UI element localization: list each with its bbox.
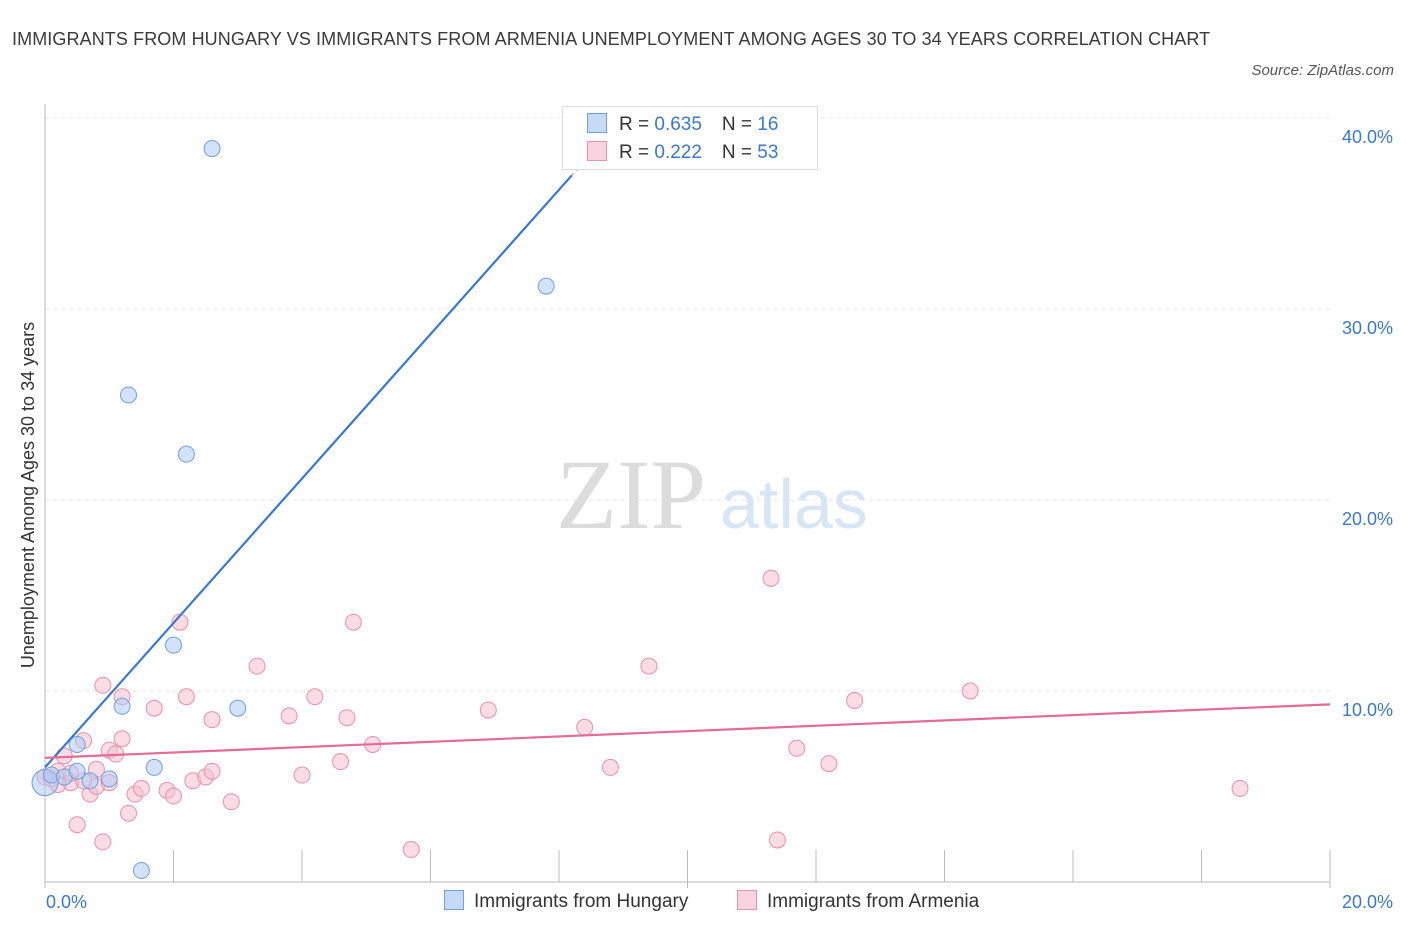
armenia-point [280, 707, 298, 725]
armenia-point [846, 692, 864, 710]
watermark-atlas: atlas [720, 465, 868, 543]
armenia-point [344, 613, 362, 631]
armenia-point [203, 762, 221, 780]
armenia-point [576, 718, 594, 736]
hungary-trend-line [44, 174, 573, 769]
y-axis-label: Unemployment Among Ages 30 to 34 years [18, 322, 38, 668]
hungary-point [177, 445, 195, 463]
hungary-n-label: N = [721, 114, 758, 135]
armenia-point [177, 688, 195, 706]
armenia-point [762, 569, 780, 587]
armenia-legend-swatch [737, 890, 757, 910]
armenia-point [113, 730, 131, 748]
armenia-point [306, 688, 324, 706]
armenia-point [1231, 779, 1249, 797]
armenia-legend-label: Immigrants from Armenia [767, 891, 980, 912]
armenia-swatch [587, 141, 607, 161]
hungary-point [113, 697, 131, 715]
axes [44, 104, 1331, 888]
hungary-point [229, 699, 247, 717]
armenia-point [640, 657, 658, 675]
armenia-point [961, 682, 979, 700]
armenia-n-value: 53 [757, 142, 779, 163]
armenia-point [332, 753, 350, 771]
hungary-point [120, 386, 138, 404]
source-label: Source: ZipAtlas.com [1251, 62, 1394, 79]
hungary-point [165, 636, 182, 654]
armenia-point [132, 779, 150, 797]
y-tick-label-10: 10.0% [1342, 700, 1393, 720]
x-tick-label-0: 0.0% [46, 892, 87, 912]
hungary-n-value: 16 [757, 114, 779, 135]
legend-row-hungary: R = 0.635 N = 16 [587, 113, 778, 137]
armenia-points [36, 569, 1249, 859]
armenia-point [203, 711, 221, 729]
armenia-point [820, 755, 838, 773]
y-tick-label-20: 20.0% [1342, 509, 1393, 529]
hungary-point [537, 277, 555, 295]
armenia-point [601, 758, 619, 776]
hungary-point [132, 862, 150, 880]
armenia-point [94, 833, 112, 851]
armenia-point [402, 841, 420, 859]
armenia-point [248, 657, 266, 675]
armenia-point [788, 739, 806, 757]
hungary-r-label: R = [619, 114, 655, 135]
armenia-point [68, 816, 86, 834]
hungary-point [68, 762, 86, 780]
hungary-swatch [587, 113, 607, 133]
hungary-r-value: 0.635 [654, 114, 702, 135]
armenia-point [222, 793, 240, 811]
hungary-point [68, 735, 86, 753]
y-tick-label-30: 30.0% [1342, 318, 1393, 338]
gridlines [45, 117, 1330, 692]
armenia-point [120, 804, 138, 822]
armenia-point [479, 701, 497, 719]
correlation-legend: R = 0.635 N = 16 R = 0.222 N = 53 [562, 106, 818, 170]
armenia-point [94, 676, 112, 694]
armenia-point [338, 709, 356, 727]
watermark-zip: ZIP [556, 439, 706, 550]
tick-labels: 10.0% 20.0% 30.0% 40.0% 0.0% 20.0% [46, 127, 1393, 912]
legend-item-hungary: Immigrants from Hungary [444, 890, 688, 913]
armenia-point [165, 787, 182, 805]
armenia-point [145, 699, 163, 717]
hungary-point [145, 758, 163, 776]
chart-title: IMMIGRANTS FROM HUNGARY VS IMMIGRANTS FR… [12, 29, 1211, 49]
x-tick-label-20: 20.0% [1342, 892, 1393, 912]
armenia-trend-line [44, 703, 1331, 759]
legend-row-armenia: R = 0.222 N = 53 [587, 141, 778, 165]
hungary-legend-swatch [444, 890, 464, 910]
hungary-point [203, 140, 221, 158]
hungary-legend-label: Immigrants from Hungary [474, 891, 689, 912]
armenia-r-label: R = [619, 142, 655, 163]
armenia-n-label: N = [721, 142, 758, 163]
armenia-point [293, 766, 311, 784]
y-tick-label-40: 40.0% [1342, 127, 1393, 147]
hungary-point [100, 770, 118, 788]
legend-item-armenia: Immigrants from Armenia [737, 890, 979, 913]
hungary-point [81, 772, 99, 790]
hungary-points [31, 140, 555, 880]
armenia-r-value: 0.222 [654, 142, 702, 163]
armenia-point [768, 831, 786, 849]
